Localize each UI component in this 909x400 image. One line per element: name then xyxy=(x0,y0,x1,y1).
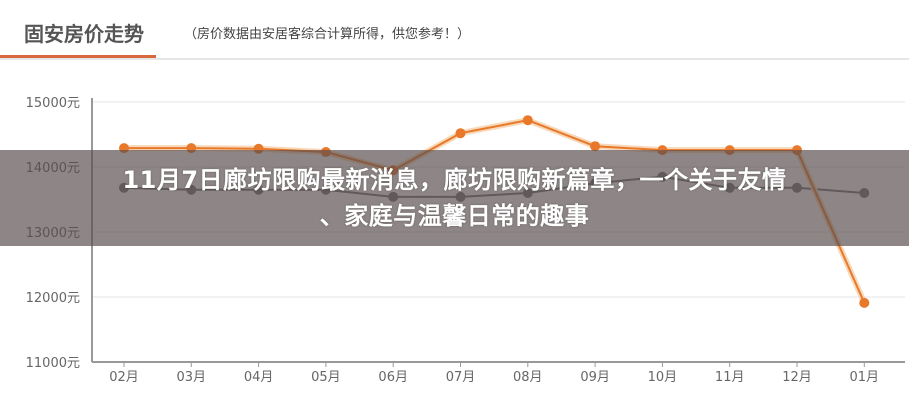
x-tick-label: 07月 xyxy=(446,370,476,385)
x-tick-label: 01月 xyxy=(850,370,880,385)
series-point xyxy=(590,141,601,152)
x-tick-label: 02月 xyxy=(109,370,139,385)
chart-header: 固安房价走势 （房价数据由安居客综合计算所得，供您参考！） xyxy=(0,0,909,60)
x-tick-label: 12月 xyxy=(782,370,812,385)
x-tick-label: 04月 xyxy=(244,370,274,385)
x-tick-label: 10月 xyxy=(648,370,678,385)
x-tick-label: 11月 xyxy=(715,370,745,385)
headline-banner: 11月7日廊坊限购最新消息，廊坊限购新篇章，一个关于友情 、家庭与温馨日常的趣事 xyxy=(0,150,909,246)
x-tick-label: 06月 xyxy=(378,370,408,385)
x-tick-label: 05月 xyxy=(311,370,341,385)
series-point xyxy=(455,128,466,139)
y-tick-label: 15000元 xyxy=(26,96,80,111)
chart-subtitle: （房价数据由安居客综合计算所得，供您参考！） xyxy=(184,27,471,42)
series-point xyxy=(522,115,533,126)
headline-line-1: 11月7日廊坊限购最新消息，廊坊限购新篇章，一个关于友情 xyxy=(122,166,787,194)
y-tick-label: 11000元 xyxy=(26,356,80,371)
headline-line-2: 、家庭与温馨日常的趣事 xyxy=(319,202,590,230)
x-tick-label: 03月 xyxy=(177,370,207,385)
y-tick-label: 12000元 xyxy=(26,291,80,306)
title-underline xyxy=(0,55,156,58)
chart-title: 固安房价走势 xyxy=(24,22,144,46)
series-point xyxy=(859,297,870,308)
x-tick-label: 09月 xyxy=(580,370,610,385)
x-tick-label: 08月 xyxy=(513,370,543,385)
